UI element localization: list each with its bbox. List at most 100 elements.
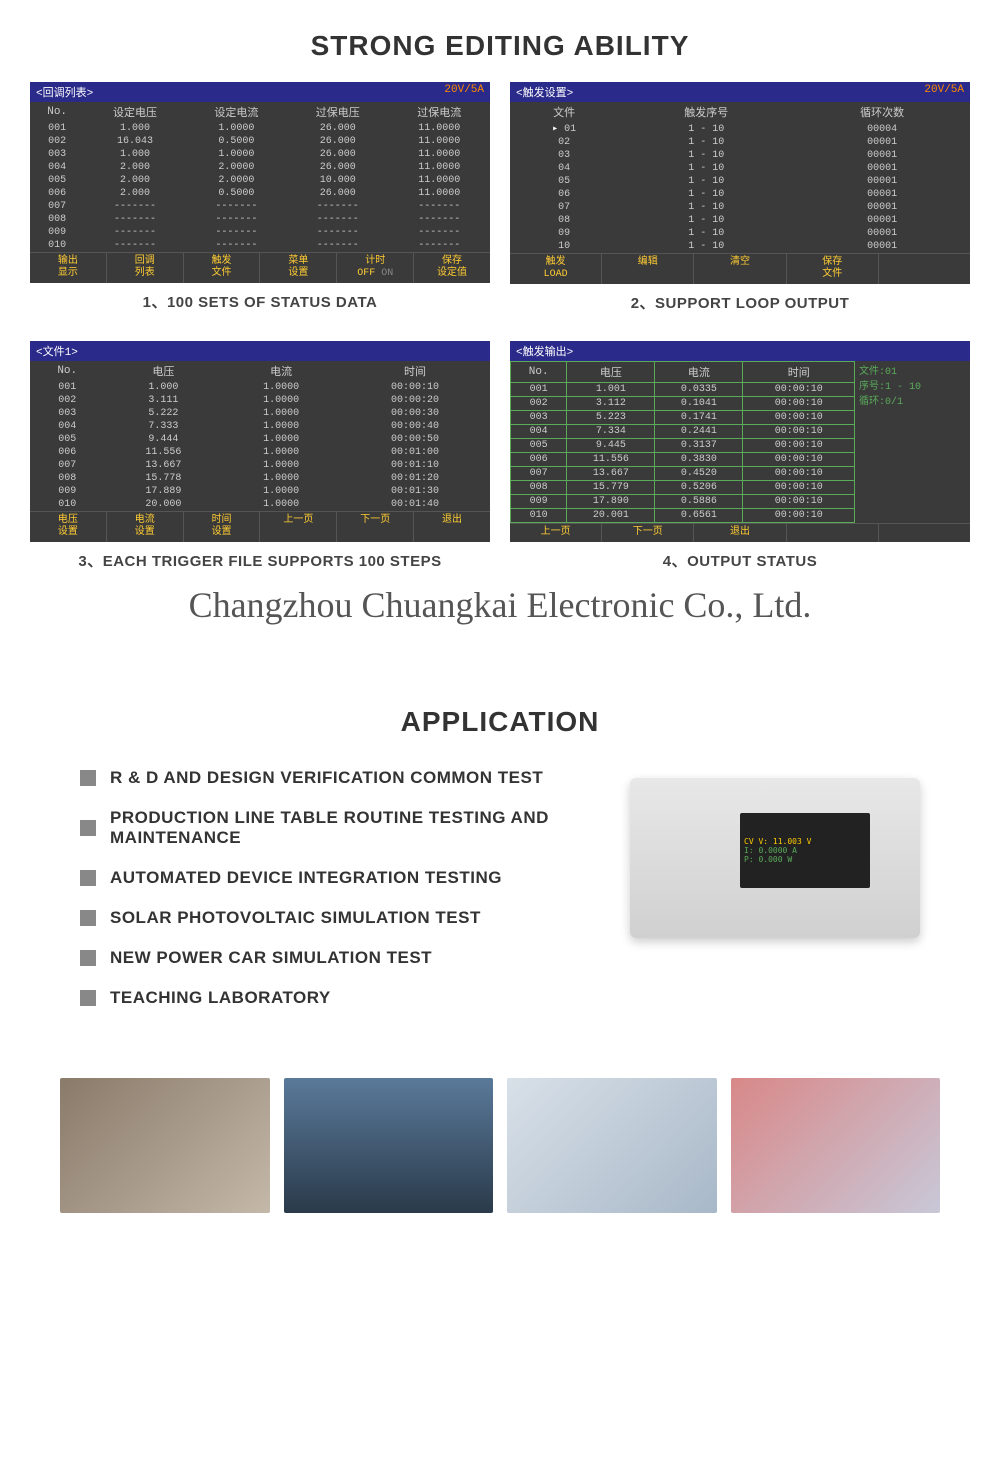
table-cell: 7.333 xyxy=(104,420,222,433)
table-cell: 00001 xyxy=(794,227,970,240)
table-row: 00917.8900.588600:00:10 xyxy=(511,495,855,509)
screen-1-rating: 20V/5A xyxy=(444,84,484,100)
table-cell: 009 xyxy=(30,226,84,239)
table-cell: 1.0000 xyxy=(222,407,340,420)
table-cell: ------- xyxy=(287,200,388,213)
table-cell: 00001 xyxy=(794,201,970,214)
table-cell: 2.000 xyxy=(84,161,185,174)
footer-button[interactable]: 触发文件 xyxy=(184,253,261,283)
footer-button[interactable]: 退出 xyxy=(694,524,786,542)
screen-block-2: <触发设置> 20V/5A 文件触发序号循环次数 ▸ 011 - 1000004… xyxy=(510,82,970,321)
footer-button[interactable]: 保存文件 xyxy=(787,254,879,284)
footer-button[interactable] xyxy=(879,524,970,542)
table-cell: 17.889 xyxy=(104,485,222,498)
table-cell: 004 xyxy=(30,161,84,174)
footer-button[interactable]: 回调列表 xyxy=(107,253,184,283)
table-cell: 010 xyxy=(511,509,567,523)
table-row: 061 - 1000001 xyxy=(510,188,970,201)
table-row: 101 - 1000001 xyxy=(510,240,970,253)
table-cell: ------- xyxy=(287,213,388,226)
table-cell: 005 xyxy=(30,174,84,187)
table-row: 01020.0001.000000:01:40 xyxy=(30,498,490,511)
table-cell: 00001 xyxy=(794,162,970,175)
table-cell: 1.0000 xyxy=(186,122,287,135)
app-list: R & D AND DESIGN VERIFICATION COMMON TES… xyxy=(80,758,630,1018)
screen-4-header: <触发输出> xyxy=(510,341,970,361)
app-label: AUTOMATED DEVICE INTEGRATION TESTING xyxy=(110,868,502,888)
table-cell: 15.779 xyxy=(567,481,655,495)
table-cell: 09 xyxy=(510,227,618,240)
footer-button[interactable]: 输出显示 xyxy=(30,253,107,283)
footer-button[interactable]: 退出 xyxy=(414,512,490,542)
table-cell: ------- xyxy=(186,239,287,252)
screen-1-title: <回调列表> xyxy=(36,84,93,100)
table-cell: 002 xyxy=(511,397,567,411)
table-cell: 1.000 xyxy=(84,122,185,135)
footer-button[interactable]: 触发LOAD xyxy=(510,254,602,284)
table-cell: 001 xyxy=(30,122,84,135)
footer-button[interactable]: 时间设置 xyxy=(184,512,261,542)
table-cell: 00:00:10 xyxy=(743,481,855,495)
table-cell: 00:00:10 xyxy=(743,411,855,425)
table-cell: 003 xyxy=(30,407,104,420)
device-screen: CV V: 11.003 V I: 0.0000 A P: 0.000 W xyxy=(740,813,870,888)
footer-button[interactable]: 编辑 xyxy=(602,254,694,284)
table-cell: 11.0000 xyxy=(389,148,490,161)
gallery-thumb-4 xyxy=(731,1078,941,1213)
device-line-2: I: 0.0000 A xyxy=(744,846,866,855)
app-item: NEW POWER CAR SIMULATION TEST xyxy=(80,938,630,978)
table-cell: 11.556 xyxy=(567,453,655,467)
table-cell: 0.4520 xyxy=(655,467,743,481)
footer-button[interactable]: 电流设置 xyxy=(107,512,184,542)
table-cell: 00001 xyxy=(794,136,970,149)
table-cell: 00:00:10 xyxy=(743,495,855,509)
table-cell: 005 xyxy=(30,433,104,446)
screen-1: <回调列表> 20V/5A No.设定电压设定电流过保电压过保电流 0011.0… xyxy=(30,82,490,283)
table-cell: 16.043 xyxy=(84,135,185,148)
footer-button[interactable] xyxy=(787,524,879,542)
footer-button[interactable]: 计时OFF ON xyxy=(337,253,414,283)
table-cell: 1 - 10 xyxy=(618,188,794,201)
footer-button[interactable] xyxy=(879,254,970,284)
footer-button[interactable]: 菜单设置 xyxy=(260,253,337,283)
footer-button[interactable]: 上一页 xyxy=(510,524,602,542)
screen-4-caption: 4、OUTPUT STATUS xyxy=(510,542,970,579)
table-cell: 1 - 10 xyxy=(618,149,794,162)
footer-button[interactable]: 电压设置 xyxy=(30,512,107,542)
table-row: 009---------------------------- xyxy=(30,226,490,239)
table-row: 01020.0010.656100:00:10 xyxy=(511,509,855,523)
table-cell: 00:00:10 xyxy=(743,453,855,467)
footer-button[interactable]: 清空 xyxy=(694,254,786,284)
table-cell: 1.0000 xyxy=(222,420,340,433)
table-cell: 00:00:10 xyxy=(743,397,855,411)
screen-4-title: <触发输出> xyxy=(516,343,573,359)
table-cell: 00:01:00 xyxy=(340,446,490,459)
app-item: TEACHING LABORATORY xyxy=(80,978,630,1018)
table-cell: 1 - 10 xyxy=(618,240,794,253)
table-cell: 007 xyxy=(30,200,84,213)
table-cell: 0.5206 xyxy=(655,481,743,495)
table-cell: 26.000 xyxy=(287,187,388,200)
footer-button[interactable]: 下一页 xyxy=(602,524,694,542)
col-header: 过保电压 xyxy=(287,102,388,122)
footer-button[interactable]: 保存设定值 xyxy=(414,253,490,283)
footer-button[interactable]: 上一页 xyxy=(260,512,337,542)
table-cell: 00001 xyxy=(794,149,970,162)
footer-button[interactable]: 下一页 xyxy=(337,512,414,542)
table-row: 0047.3340.244100:00:10 xyxy=(511,425,855,439)
screen-3-table: No.电压电流时间 0011.0001.000000:00:100023.111… xyxy=(30,361,490,511)
table-cell: 00:00:50 xyxy=(340,433,490,446)
side-loop: 循环:0/1 xyxy=(859,395,966,410)
table-cell: 1 - 10 xyxy=(618,227,794,240)
table-cell: 08 xyxy=(510,214,618,227)
table-row: 0035.2221.000000:00:30 xyxy=(30,407,490,420)
gallery xyxy=(0,1058,1000,1233)
table-cell: 11.556 xyxy=(104,446,222,459)
app-item: R & D AND DESIGN VERIFICATION COMMON TES… xyxy=(80,758,630,798)
screen-2-header: <触发设置> 20V/5A xyxy=(510,82,970,102)
col-header: 电流 xyxy=(222,361,340,381)
table-cell: 04 xyxy=(510,162,618,175)
bullet-icon xyxy=(80,820,96,836)
screen-3-header: <文件1> xyxy=(30,341,490,361)
table-row: 091 - 1000001 xyxy=(510,227,970,240)
